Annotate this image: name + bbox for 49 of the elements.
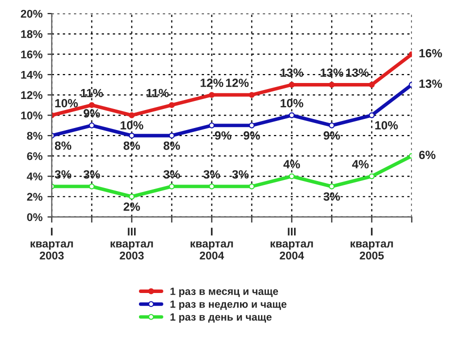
data-label: 13% — [419, 80, 442, 88]
data-label: 11% — [146, 88, 169, 98]
data-label: 8% — [164, 141, 180, 150]
data-label: 13% — [280, 68, 304, 77]
x-tick-label: I квартал 2005 — [350, 228, 393, 260]
data-label: 3% — [54, 170, 72, 179]
data-label: 12% — [226, 78, 249, 88]
x-tick-label: III квартал 2003 — [110, 228, 153, 260]
data-label: 9% — [84, 109, 100, 118]
y-tick-label: 8% — [27, 132, 42, 140]
data-label: 9% — [244, 131, 260, 140]
y-tick-label: 4% — [26, 172, 42, 180]
data-label: 3% — [83, 170, 100, 179]
x-tick-label: I квартал 2004 — [190, 228, 233, 260]
data-label: 13% — [346, 68, 369, 77]
data-label: 4% — [352, 160, 369, 168]
x-tick-label: I квартал 2003 — [30, 228, 73, 260]
data-label: 11% — [81, 88, 103, 98]
data-label: 10% — [120, 121, 144, 130]
legend-label: 1 раз в месяц и чаще — [170, 288, 278, 298]
y-tick-label: 0% — [27, 213, 42, 222]
data-label: 4% — [283, 160, 300, 168]
data-label: 2% — [124, 202, 140, 211]
legend-label: 1 раз в неделю и чаще — [170, 300, 286, 310]
data-label: 10% — [55, 99, 78, 108]
data-label: 9% — [324, 131, 340, 140]
data-label: 12% — [200, 78, 224, 88]
data-label: 3% — [203, 170, 220, 179]
data-label: 10% — [280, 99, 304, 108]
y-tick-label: 14% — [21, 70, 42, 79]
x-tick-label: III квартал 2004 — [270, 228, 313, 260]
y-tick-label: 18% — [21, 30, 42, 38]
data-label: 10% — [375, 121, 398, 130]
data-label: 16% — [419, 49, 442, 58]
legend-label: 1 раз в день и чаще — [170, 313, 272, 323]
data-label: 3% — [323, 192, 340, 201]
data-label: 3% — [232, 170, 249, 179]
data-label: 3% — [163, 170, 180, 179]
data-label: 8% — [54, 141, 72, 150]
data-label: 9% — [214, 131, 232, 140]
y-tick-label: 16% — [21, 50, 42, 58]
data-label: 6% — [419, 150, 436, 160]
y-tick-label: 6% — [27, 152, 42, 160]
data-label: 8% — [124, 141, 140, 150]
y-tick-label: 12% — [21, 91, 42, 100]
data-label: 13% — [320, 68, 344, 77]
y-tick-label: 2% — [27, 192, 42, 201]
y-tick-label: 20% — [20, 10, 42, 18]
y-tick-label: 10% — [21, 112, 42, 120]
